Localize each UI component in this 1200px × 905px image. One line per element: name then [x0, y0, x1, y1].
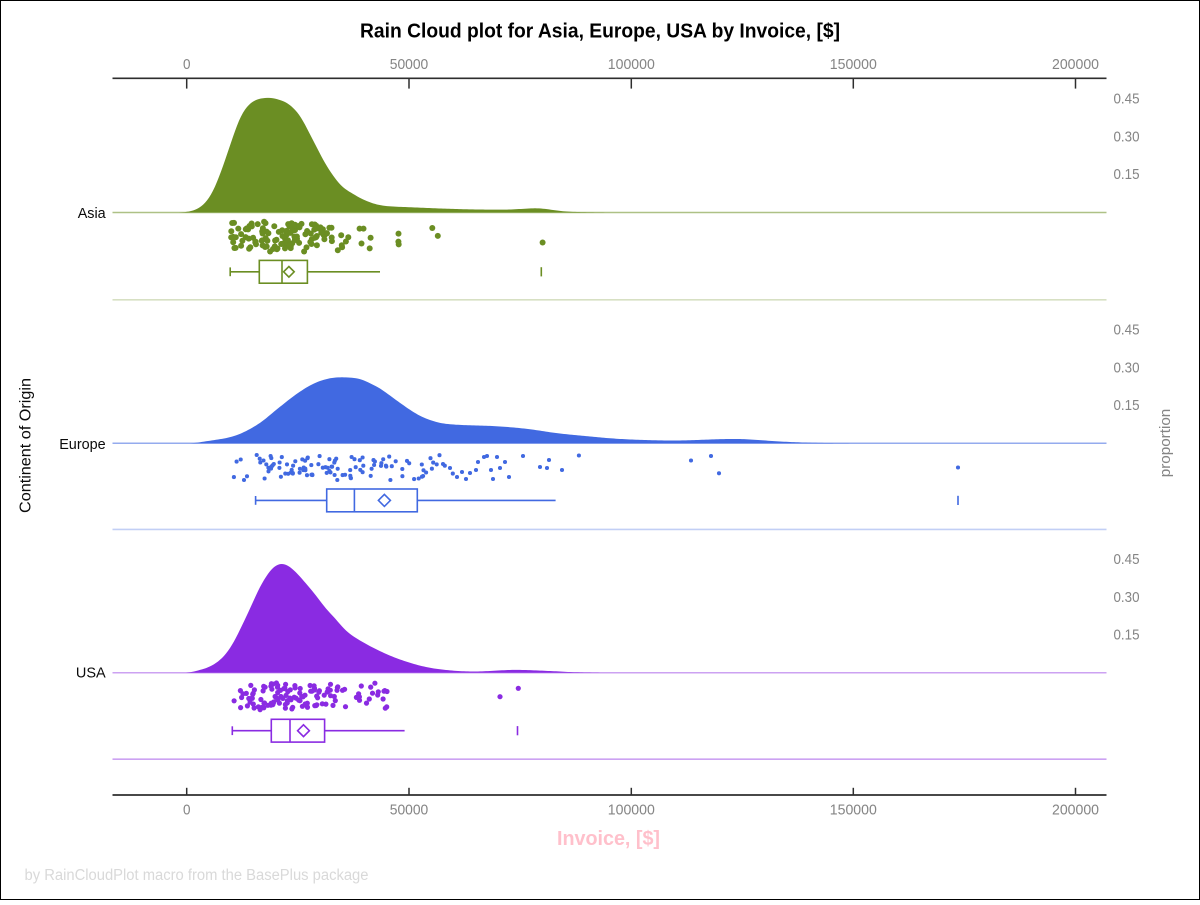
svg-text:0.15: 0.15 [1114, 166, 1140, 183]
svg-text:150000: 150000 [830, 56, 877, 73]
svg-text:200000: 200000 [1052, 802, 1099, 819]
svg-text:50000: 50000 [390, 802, 429, 819]
svg-text:Rain Cloud plot for Asia, Euro: Rain Cloud plot for Asia, Europe, USA by… [360, 20, 840, 43]
svg-text:100000: 100000 [608, 802, 655, 819]
svg-text:USA: USA [76, 665, 106, 682]
svg-text:0: 0 [183, 802, 191, 819]
svg-text:0: 0 [183, 56, 191, 73]
svg-text:Continent of Origin: Continent of Origin [18, 378, 35, 513]
svg-text:0.45: 0.45 [1114, 91, 1140, 108]
svg-text:0.30: 0.30 [1114, 129, 1140, 146]
svg-text:by RainCloudPlot macro from th: by RainCloudPlot macro from the BasePlus… [25, 867, 369, 884]
svg-text:0.30: 0.30 [1114, 359, 1140, 376]
svg-text:0.45: 0.45 [1114, 551, 1140, 568]
svg-text:150000: 150000 [830, 802, 877, 819]
svg-text:Asia: Asia [78, 205, 107, 222]
svg-text:50000: 50000 [390, 56, 429, 73]
svg-text:200000: 200000 [1052, 56, 1099, 73]
svg-text:proportion: proportion [1157, 409, 1174, 478]
svg-text:Invoice, [$]: Invoice, [$] [557, 828, 660, 850]
svg-text:0.45: 0.45 [1114, 321, 1140, 338]
svg-text:0.15: 0.15 [1114, 626, 1140, 643]
svg-text:Europe: Europe [59, 436, 106, 453]
svg-text:100000: 100000 [608, 56, 655, 73]
svg-text:0.15: 0.15 [1114, 397, 1140, 414]
svg-text:0.30: 0.30 [1114, 589, 1140, 606]
